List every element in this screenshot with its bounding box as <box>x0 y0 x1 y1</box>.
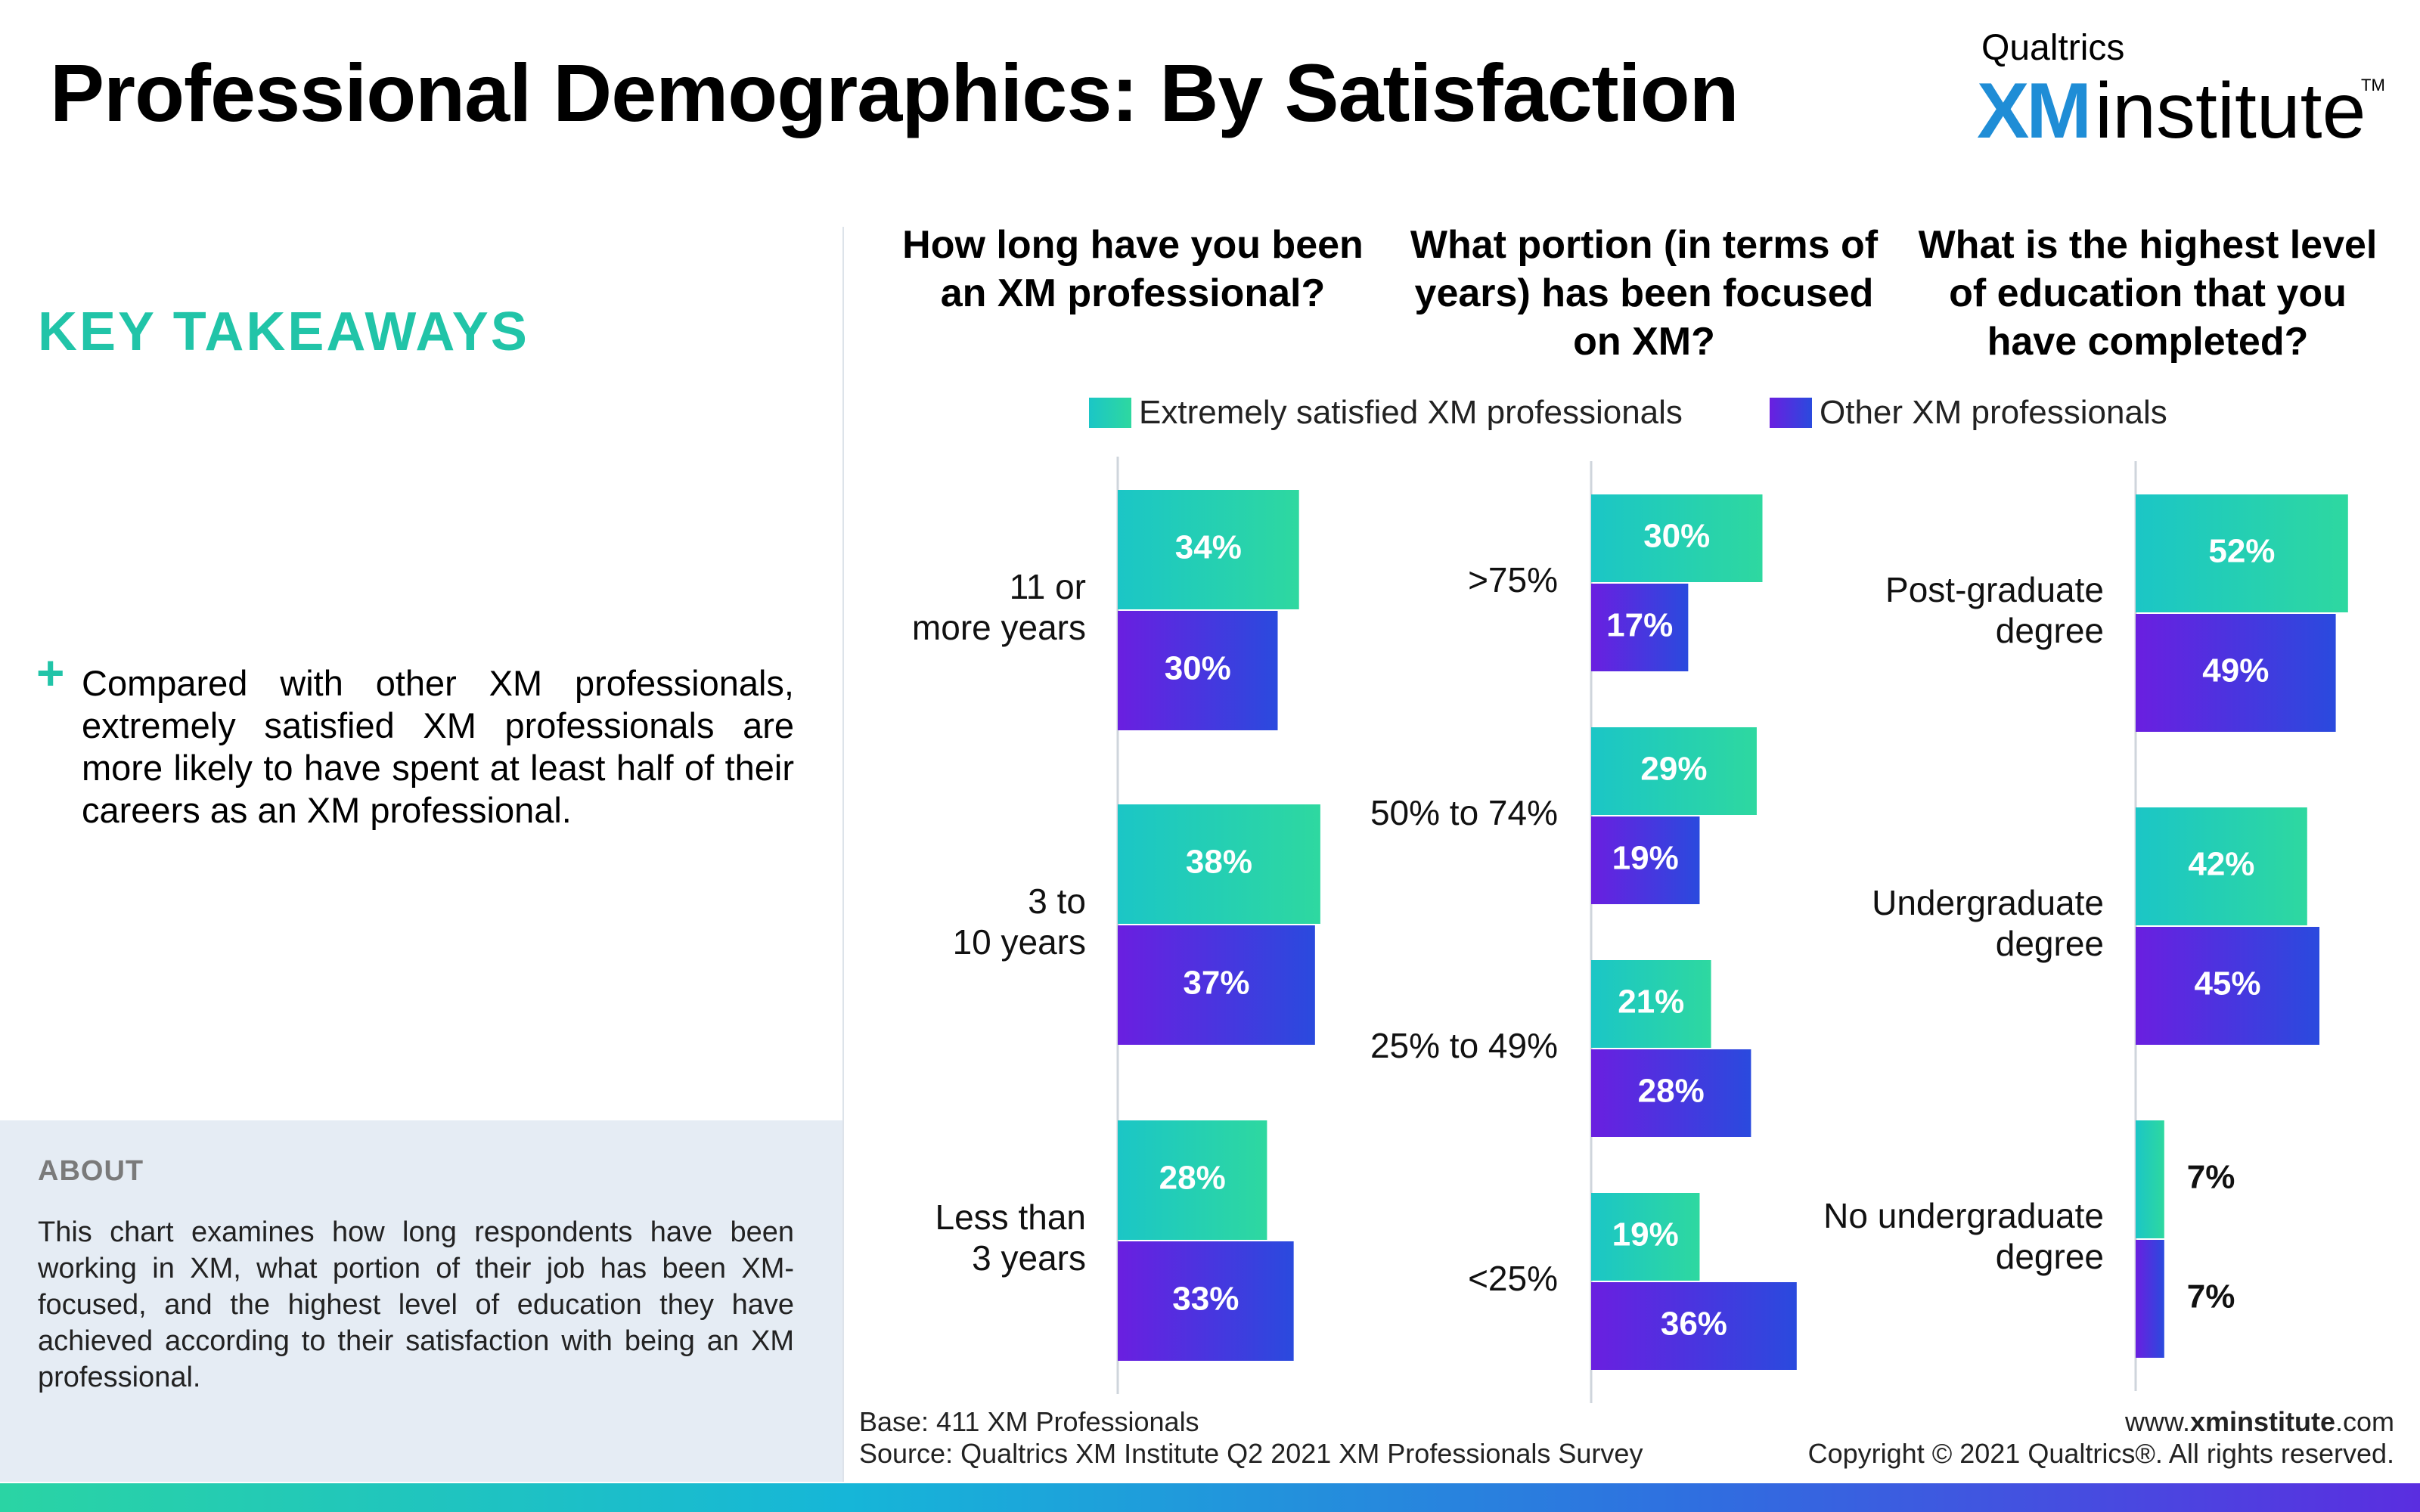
chart-2-category-label-2: 50% to 74% <box>1370 793 1558 832</box>
chart-2-data-label-other-3: 28% <box>1638 1073 1705 1110</box>
chart-1-data-label-other-2: 37% <box>1183 965 1249 1002</box>
legend-label-other: Other XM professionals <box>1820 394 2167 431</box>
chart-2-bar-satisfied-4 <box>1591 1193 1700 1281</box>
chart-3-bar-other-2 <box>2136 927 2319 1045</box>
chart-1-category-label-1-line-2: more years <box>912 608 1086 647</box>
chart-3-category-label-1-line-2: degree <box>1996 611 2104 650</box>
takeaway-text: Compared with other XM professionals, ex… <box>82 663 794 830</box>
chart-2-title: What portion (in terms of years) has bee… <box>1410 223 1879 364</box>
chart-2-data-label-satisfied-2: 29% <box>1640 751 1707 788</box>
chart-1-bar-other-2 <box>1118 925 1315 1045</box>
logo-qualtrics-text: Qualtrics <box>1981 28 2125 68</box>
chart-3-data-label-satisfied-3: 7% <box>2187 1159 2235 1196</box>
key-takeaways-heading: KEY TAKEAWAYS <box>38 302 529 362</box>
vertical-divider <box>842 227 844 1482</box>
chart-2-bar-other-3 <box>1591 1049 1751 1137</box>
url-bold: xminstitute <box>2189 1406 2335 1437</box>
chart-3-category-label-2-line-1: Undergraduate <box>1872 883 2104 922</box>
bottom-gradient-bar <box>0 1483 2420 1512</box>
legend-swatch-teal <box>1089 398 1131 428</box>
chart-3-bar-satisfied-3 <box>2136 1120 2164 1238</box>
chart-2-data-label-other-1: 17% <box>1606 607 1673 644</box>
chart-2-category-label-3: 25% to 49% <box>1370 1026 1558 1065</box>
url-suffix: .com <box>2335 1406 2394 1437</box>
chart-1-category-label-3-line-1: Less than <box>935 1198 1086 1237</box>
chart-1-bar-satisfied-3 <box>1118 1120 1267 1240</box>
chart-2-data-label-other-4: 36% <box>1661 1306 1727 1343</box>
chart-3-category-label-3-line-1: No undergraduate <box>1823 1196 2104 1235</box>
plus-icon: + <box>36 646 65 700</box>
legend-swatch-purple <box>1770 398 1812 428</box>
logo-tm-mark: TM <box>2361 76 2385 94</box>
chart-2-data-label-satisfied-1: 30% <box>1643 518 1710 555</box>
chart-2-bar-other-4 <box>1591 1282 1797 1370</box>
chart-3-category-label-3-line-2: degree <box>1996 1237 2104 1276</box>
chart-3-data-label-other-3: 7% <box>2187 1278 2235 1315</box>
chart-1-category-label-3-line-2: 3 years <box>972 1238 1086 1278</box>
footer-copyright: Copyright © 2021 Qualtrics®. All rights … <box>1807 1438 2394 1469</box>
chart-3-bar-other-3 <box>2136 1240 2164 1358</box>
chart-3-data-label-satisfied-2: 42% <box>2188 846 2254 883</box>
chart-2-data-label-satisfied-4: 19% <box>1612 1216 1679 1253</box>
chart-3-data-label-other-2: 45% <box>2194 965 2260 1002</box>
chart-2-bar-satisfied-2 <box>1591 727 1757 815</box>
chart-3-data-label-satisfied-1: 52% <box>2208 533 2275 570</box>
chart-1-data-label-satisfied-3: 28% <box>1159 1160 1226 1197</box>
footer-base: Base: 411 XM Professionals <box>859 1406 1199 1437</box>
chart-1-category-label-2-line-1: 3 to <box>1028 881 1086 921</box>
url-prefix: www. <box>2124 1406 2190 1437</box>
chart-1-data-label-other-1: 30% <box>1165 650 1231 687</box>
legend-item-extremely-satisfied: Extremely satisfied XM professionals <box>1089 390 1683 435</box>
chart-3-bar-satisfied-1 <box>2136 494 2348 612</box>
chart-1-bar-other-1 <box>1118 611 1278 730</box>
chart-1-bar-other-3 <box>1118 1241 1294 1361</box>
chart-1-title: How long have you been an XM professiona… <box>902 223 1364 315</box>
chart-1-data-label-other-3: 33% <box>1172 1281 1239 1318</box>
chart-2-bar-other-2 <box>1591 816 1700 904</box>
about-panel <box>0 1120 842 1482</box>
logo-institute-text: institute <box>2095 67 2366 155</box>
chart-2-data-label-satisfied-3: 21% <box>1618 984 1684 1021</box>
footer-source: Source: Qualtrics XM Institute Q2 2021 X… <box>859 1438 1643 1469</box>
chart-1-category-label-2-line-2: 10 years <box>953 922 1086 962</box>
chart-3-bar-satisfied-2 <box>2136 807 2307 925</box>
chart-1-bar-satisfied-1 <box>1118 490 1299 609</box>
chart-1-bar-satisfied-2 <box>1118 804 1320 924</box>
page-title: Professional Demographics: By Satisfacti… <box>50 47 1739 138</box>
chart-2-bar-satisfied-1 <box>1591 494 1763 582</box>
chart-3-bar-other-1 <box>2136 614 2336 732</box>
chart-3-category-label-2-line-2: degree <box>1996 924 2104 963</box>
logo-xm-text: XM <box>1977 67 2092 155</box>
about-heading: ABOUT <box>38 1155 144 1187</box>
chart-1-data-label-satisfied-1: 34% <box>1175 529 1242 566</box>
chart-1-data-label-satisfied-2: 38% <box>1186 844 1252 881</box>
xm-institute-logo: Qualtrics XM institute TM <box>1977 27 2385 156</box>
chart-3-title: What is the highest level of education t… <box>1918 223 2378 364</box>
chart-3-data-label-other-1: 49% <box>2202 652 2269 689</box>
chart-3-category-label-1-line-1: Post-graduate <box>1885 570 2104 609</box>
chart-2-data-label-other-2: 19% <box>1612 840 1679 877</box>
legend-item-other: Other XM professionals <box>1770 390 2167 435</box>
legend-label-extremely-satisfied: Extremely satisfied XM professionals <box>1139 394 1683 431</box>
chart-2-category-label-1: >75% <box>1468 560 1558 600</box>
chart-2-bar-other-1 <box>1591 584 1689 671</box>
chart-2-category-label-4: <25% <box>1468 1259 1558 1298</box>
chart-1-category-label-1-line-1: 11 or <box>1010 567 1086 606</box>
about-text: This chart examines how long respondents… <box>38 1216 794 1393</box>
chart-2-bar-satisfied-3 <box>1591 960 1711 1048</box>
footer-url[interactable]: www.xminstitute.com <box>1812 1406 2394 1438</box>
